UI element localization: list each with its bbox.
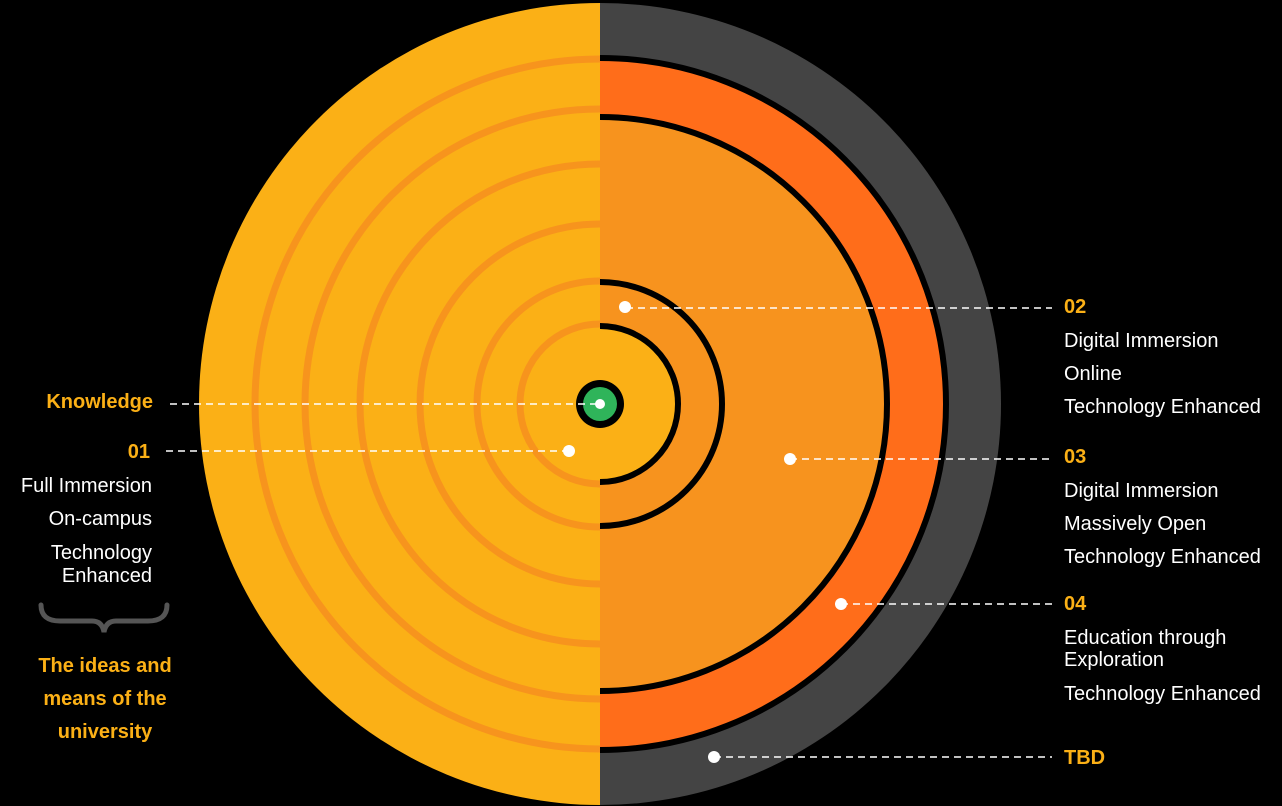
zone-02-line-3: Technology Enhanced	[1064, 396, 1261, 418]
caption: The ideas and means of the university	[20, 650, 190, 749]
zone-01-line-3: Technology	[50, 542, 152, 564]
leader-lines	[166, 307, 1052, 758]
left-ring-5	[473, 277, 600, 531]
zone-03-line-2: Massively Open	[1064, 513, 1207, 535]
right-half	[600, 3, 1001, 805]
zone-03-number: 03	[1064, 446, 1087, 468]
leader-dots	[563, 301, 847, 763]
zone-04-line-1: Education through	[1064, 627, 1227, 649]
dot-tbd	[708, 751, 720, 763]
zone-04-number: 04	[1064, 593, 1087, 615]
zone-01-line-4: Enhanced	[61, 565, 152, 587]
dot-03	[784, 453, 796, 465]
tbd-label: TBD	[1064, 747, 1106, 769]
zone-04-line-3: Technology Enhanced	[1064, 683, 1261, 705]
zone-01-number: 01	[127, 441, 150, 463]
dot-02	[619, 301, 631, 313]
zone-03-line-3: Technology Enhanced	[1064, 546, 1261, 568]
knowledge-label: Knowledge	[46, 391, 153, 413]
zone-02-number: 02	[1064, 296, 1087, 318]
caption-line-1: The ideas and	[38, 655, 172, 677]
zone-02-line-2: Online	[1064, 363, 1122, 385]
zone-02-line-1: Digital Immersion	[1064, 330, 1219, 352]
zone-01-line-1: Full Immersion	[20, 475, 152, 497]
dot-01	[563, 445, 575, 457]
caption-line-2: means of the	[43, 688, 167, 710]
curly-brace	[38, 602, 170, 633]
left-ring-4	[416, 220, 600, 588]
caption-line-3: university	[57, 721, 153, 743]
zone-01-line-2: On-campus	[48, 508, 152, 530]
zone-03-line-1: Digital Immersion	[1064, 480, 1219, 502]
orange-main-band	[600, 114, 890, 694]
dot-04	[835, 598, 847, 610]
zone-04-line-2: Exploration	[1064, 649, 1165, 671]
left-ring-3	[356, 160, 600, 648]
ring-01-boundary	[600, 323, 681, 485]
dot-knowledge	[595, 399, 605, 409]
